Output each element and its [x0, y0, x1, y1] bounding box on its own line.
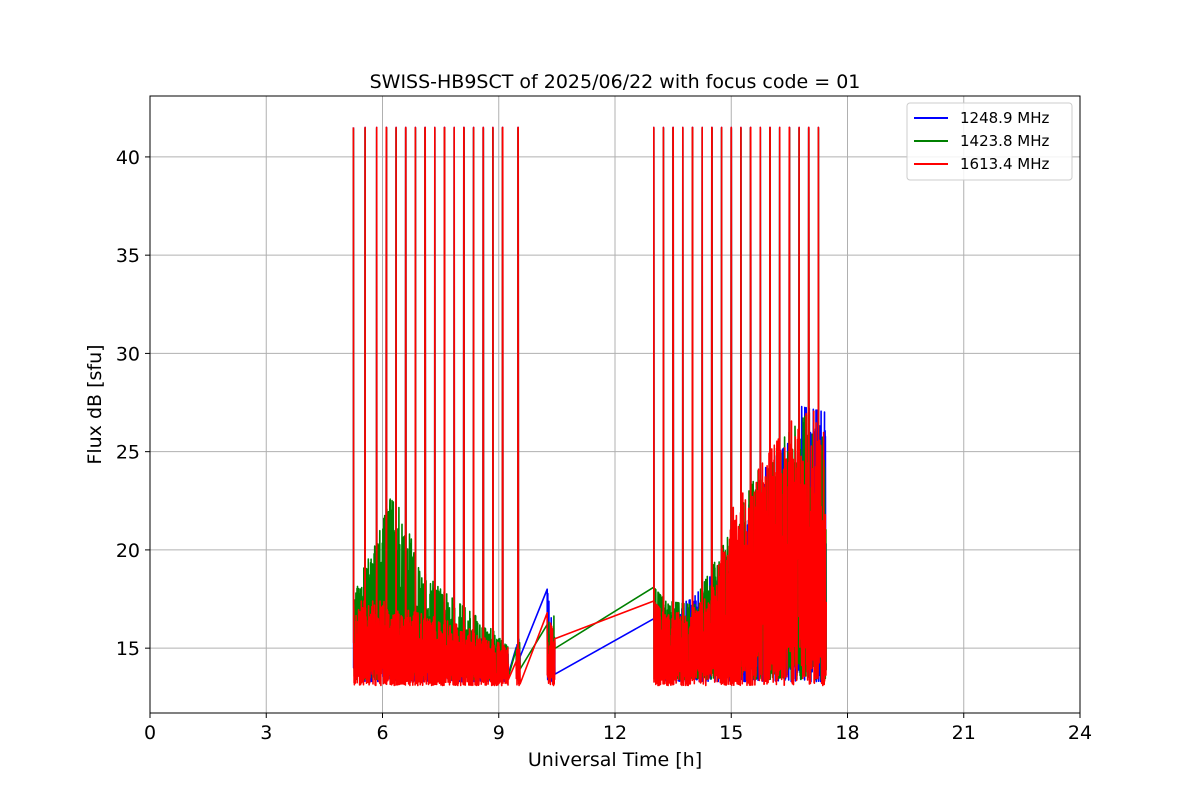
chart-title: SWISS-HB9SCT of 2025/06/22 with focus co…: [370, 71, 861, 93]
x-tick-label: 21: [952, 722, 976, 744]
x-tick-label: 6: [376, 722, 388, 744]
y-tick-label: 35: [116, 245, 140, 267]
x-axis: 0 3 6 9 12 15 18 21 24: [144, 713, 1092, 744]
legend-box: [906, 102, 1073, 181]
y-axis-label: Flux dB [sfu]: [84, 344, 106, 464]
x-tick-label: 3: [260, 722, 272, 744]
x-tick-label: 12: [603, 722, 627, 744]
x-tick-label: 0: [144, 722, 156, 744]
y-tick-label: 25: [116, 442, 140, 464]
x-axis-label: Universal Time [h]: [528, 749, 702, 771]
series-layer: [352, 126, 827, 687]
x-tick-label: 24: [1068, 722, 1092, 744]
legend-label-1423: 1423.8 MHz: [960, 132, 1049, 150]
legend-label-1613: 1613.4 MHz: [960, 155, 1049, 173]
y-tick-label: 20: [116, 540, 140, 562]
y-tick-label: 15: [116, 638, 140, 660]
series-line-1613: [352, 126, 827, 687]
y-tick-label: 40: [116, 147, 140, 169]
x-tick-label: 18: [835, 722, 859, 744]
y-axis: 15 20 25 30 35 40: [116, 147, 150, 660]
x-tick-label: 15: [719, 722, 743, 744]
y-tick-label: 30: [116, 343, 140, 365]
legend: 1248.9 MHz 1423.8 MHz 1613.4 MHz: [906, 102, 1073, 181]
legend-label-1248: 1248.9 MHz: [960, 109, 1049, 127]
x-tick-label: 9: [493, 722, 505, 744]
